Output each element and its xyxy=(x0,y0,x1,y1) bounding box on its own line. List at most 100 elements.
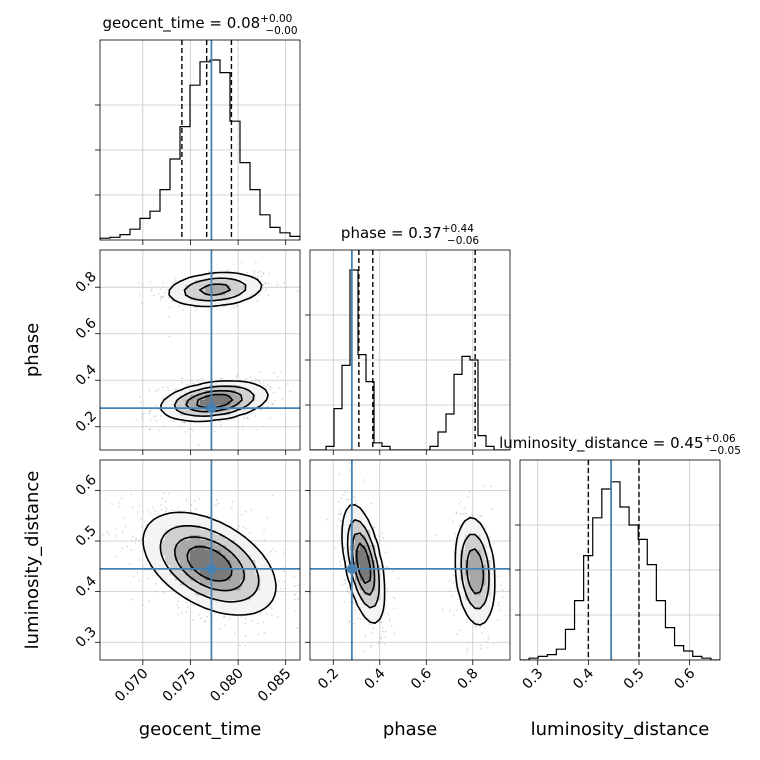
density-cell xyxy=(355,510,361,516)
scatter-point xyxy=(384,643,386,645)
density-cell xyxy=(255,565,261,571)
density-cell xyxy=(240,545,246,551)
scatter-point xyxy=(253,270,256,272)
scatter-point xyxy=(262,272,265,275)
scatter-point xyxy=(278,387,280,390)
y-axis-label-phase: phase xyxy=(22,323,43,377)
scatter-point xyxy=(182,309,185,311)
scatter-point xyxy=(134,541,137,544)
density-cell xyxy=(235,380,241,386)
scatter-point xyxy=(190,428,192,431)
scatter-point xyxy=(296,627,299,629)
scatter-point xyxy=(267,405,269,408)
scatter-point xyxy=(343,600,346,603)
scatter-point xyxy=(246,416,249,419)
density-cell xyxy=(370,550,376,556)
scatter-point xyxy=(377,642,380,645)
scatter-point xyxy=(115,528,118,530)
scatter-point xyxy=(264,281,267,284)
density-cell xyxy=(470,560,476,566)
density-cell xyxy=(145,545,151,551)
scatter-point xyxy=(235,305,238,307)
density-cell xyxy=(260,585,266,591)
density-cell xyxy=(175,290,181,296)
scatter-point xyxy=(150,288,153,291)
density-cell xyxy=(235,295,241,301)
density-cell xyxy=(260,600,266,606)
scatter-point xyxy=(212,273,215,276)
density-cell xyxy=(485,610,491,616)
scatter-point xyxy=(155,390,157,393)
scatter-point xyxy=(388,620,391,623)
scatter-point xyxy=(141,604,144,607)
density-cell xyxy=(365,605,371,611)
density-cell xyxy=(230,285,236,291)
scatter-point xyxy=(378,641,380,643)
density-cell xyxy=(155,545,161,551)
density-cell xyxy=(355,505,361,511)
density-cell xyxy=(235,275,241,281)
scatter-point xyxy=(346,590,349,593)
scatter-point xyxy=(130,548,133,551)
density-cell xyxy=(150,545,156,551)
scatter-point xyxy=(187,428,190,431)
density-cell xyxy=(485,605,491,611)
density-cell xyxy=(225,550,231,556)
density-cell xyxy=(345,570,351,576)
density-cell xyxy=(230,380,236,386)
hist-content xyxy=(520,460,720,660)
density-cell xyxy=(455,575,461,581)
density-cell xyxy=(365,575,371,581)
contour-line-4 xyxy=(355,542,372,584)
density-cell xyxy=(235,535,241,541)
density-cell xyxy=(220,550,226,556)
density-cell xyxy=(485,595,491,601)
scatter-point xyxy=(482,484,485,487)
density-cell xyxy=(185,525,191,531)
density-cell xyxy=(250,595,256,601)
density-cell xyxy=(255,555,261,561)
scatter-point xyxy=(181,381,184,384)
density-cell xyxy=(225,545,231,551)
density-cell xyxy=(265,600,271,606)
scatter-point xyxy=(149,280,152,283)
scatter-point xyxy=(130,492,132,495)
scatter-point xyxy=(326,518,329,521)
scatter-point xyxy=(304,589,306,591)
density-cell xyxy=(360,565,366,571)
density-cell xyxy=(175,565,181,571)
density-cell xyxy=(165,520,171,526)
density-cell xyxy=(470,535,476,541)
scatter-point xyxy=(137,282,140,285)
scatter-point xyxy=(339,561,342,563)
scatter-point xyxy=(262,283,265,286)
density-cell xyxy=(355,570,361,576)
scatter-point xyxy=(344,582,347,585)
density-cell xyxy=(180,280,186,286)
density-cell xyxy=(250,575,256,581)
density-cell xyxy=(155,540,161,546)
density-cell xyxy=(170,285,176,291)
density-cell xyxy=(225,530,231,536)
density-cell xyxy=(180,395,186,401)
density-cell xyxy=(190,275,196,281)
density-cell xyxy=(175,295,181,301)
scatter-point xyxy=(238,643,241,646)
density-cell xyxy=(185,280,191,286)
density-cell xyxy=(250,590,256,596)
scatter-point xyxy=(162,386,164,389)
density-cell xyxy=(200,415,206,421)
density-cell xyxy=(190,290,196,296)
hist-panel-luminosity_distance: luminosity_distance = 0.45+0.06 −0.05 xyxy=(499,433,741,665)
scatter-point xyxy=(382,537,385,540)
density-cell xyxy=(455,560,461,566)
scatter-point xyxy=(142,418,145,421)
density-cell xyxy=(195,385,201,391)
scatter-point xyxy=(466,648,469,651)
scatter-point xyxy=(468,490,471,493)
scatter-point xyxy=(337,517,340,520)
density-cell xyxy=(150,560,156,566)
scatter-point xyxy=(280,371,282,373)
scatter-point xyxy=(273,372,276,375)
density-cell xyxy=(475,620,481,626)
